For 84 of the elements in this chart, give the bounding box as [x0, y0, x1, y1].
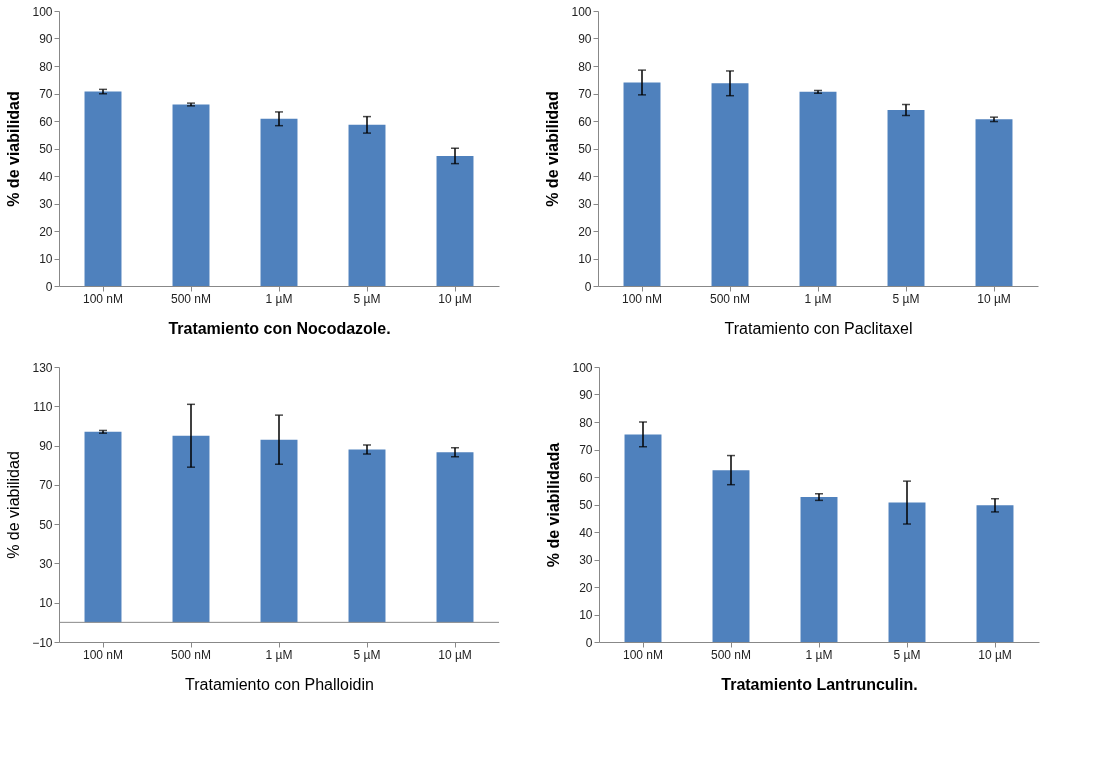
y-axis-title: % de viabilidad [544, 91, 562, 207]
bar [348, 124, 386, 286]
x-tick-label: 1 µM [265, 291, 293, 306]
bar [976, 505, 1014, 642]
bar [436, 155, 474, 286]
y-tick-label: 60 [579, 470, 593, 485]
y-tick-label: 50 [39, 517, 53, 532]
y-tick-label: 10 [39, 252, 53, 266]
bar [623, 82, 661, 286]
x-tick-label: 100 nM [621, 291, 663, 306]
y-tick-label: 60 [578, 114, 592, 129]
bar [800, 497, 838, 642]
bar [84, 91, 122, 286]
y-tick-label: −10 [32, 635, 53, 650]
y-tick-label: 20 [578, 224, 592, 239]
y-tick-label: 0 [585, 635, 593, 650]
bar [172, 104, 210, 286]
y-tick-label: 30 [39, 197, 53, 211]
x-tick-label: 100 nM [82, 647, 124, 662]
y-tick-label: 40 [578, 169, 592, 184]
x-tick-label: 500 nM [710, 647, 752, 662]
y-tick-label: 30 [579, 553, 593, 567]
y-tick-label: 90 [39, 32, 53, 46]
bar [888, 502, 926, 642]
x-tick-label: 100 nM [82, 291, 124, 306]
y-tick-label: 10 [39, 596, 53, 611]
x-tick-label: 500 nM [170, 291, 212, 306]
bar [260, 118, 298, 286]
y-axis-title: % de viabilidad [5, 91, 23, 207]
x-tick-label: 500 nM [170, 647, 212, 662]
y-tick-label: 10 [579, 608, 593, 622]
y-tick-label: 90 [579, 388, 593, 402]
bar [712, 470, 750, 642]
bar [711, 83, 749, 286]
y-tick-label: 30 [578, 197, 592, 211]
x-tick-label: 1 µM [265, 647, 293, 662]
bar [799, 91, 837, 286]
bar [887, 110, 925, 286]
y-tick-label: 70 [578, 87, 592, 101]
y-tick-label: 130 [32, 360, 53, 375]
y-tick-label: 20 [39, 224, 53, 239]
y-tick-label: 0 [584, 279, 592, 294]
y-tick-label: 110 [33, 399, 53, 414]
y-tick-label: 50 [578, 142, 592, 156]
y-tick-label: 80 [579, 415, 593, 430]
y-tick-label: 100 [571, 4, 592, 19]
y-axis-title: % de viabilidada [545, 442, 563, 568]
x-tick-label: 5 µM [353, 647, 381, 662]
x-tick-label: 5 µM [893, 647, 921, 662]
x-tick-label: 10 µM [438, 291, 472, 306]
x-tick-label: 10 µM [977, 291, 1011, 306]
x-tick-label: 10 µM [978, 647, 1012, 662]
x-tick-label: 10 µM [438, 647, 472, 662]
x-tick-label: 100 nM [622, 647, 664, 662]
x-axis-title: Tratamiento con Phalloidin [185, 675, 374, 693]
y-tick-label: 20 [579, 580, 593, 595]
y-tick-label: 60 [39, 114, 53, 129]
x-tick-label: 1 µM [805, 647, 833, 662]
x-tick-label: 5 µM [353, 291, 381, 306]
y-tick-label: 80 [578, 59, 592, 74]
y-tick-label: 30 [39, 556, 53, 571]
y-tick-label: 100 [32, 4, 53, 19]
bar [975, 119, 1013, 286]
y-tick-label: 40 [579, 525, 593, 540]
x-tick-label: 5 µM [892, 291, 920, 306]
bar [624, 434, 662, 642]
x-axis-title: Tratamiento con Paclitaxel [724, 319, 913, 337]
x-axis-title: Tratamiento Lantrunculin. [721, 675, 918, 693]
y-tick-label: 70 [39, 87, 53, 101]
y-tick-label: 50 [579, 498, 593, 512]
x-axis-title: Tratamiento con Nocodazole. [168, 319, 391, 337]
y-tick-label: 50 [39, 142, 53, 156]
x-tick-label: 1 µM [804, 291, 832, 306]
y-tick-label: 80 [39, 59, 53, 74]
y-tick-label: 100 [572, 360, 593, 375]
x-tick-label: 500 nM [709, 291, 751, 306]
y-tick-label: 90 [39, 439, 53, 454]
y-tick-label: 10 [578, 252, 592, 266]
y-tick-label: 70 [39, 478, 53, 493]
y-tick-label: 90 [578, 32, 592, 46]
y-tick-label: 40 [39, 169, 53, 184]
y-axis-title: % de viabilidad [5, 451, 23, 559]
y-tick-label: 70 [579, 443, 593, 457]
y-tick-label: 0 [45, 279, 53, 294]
